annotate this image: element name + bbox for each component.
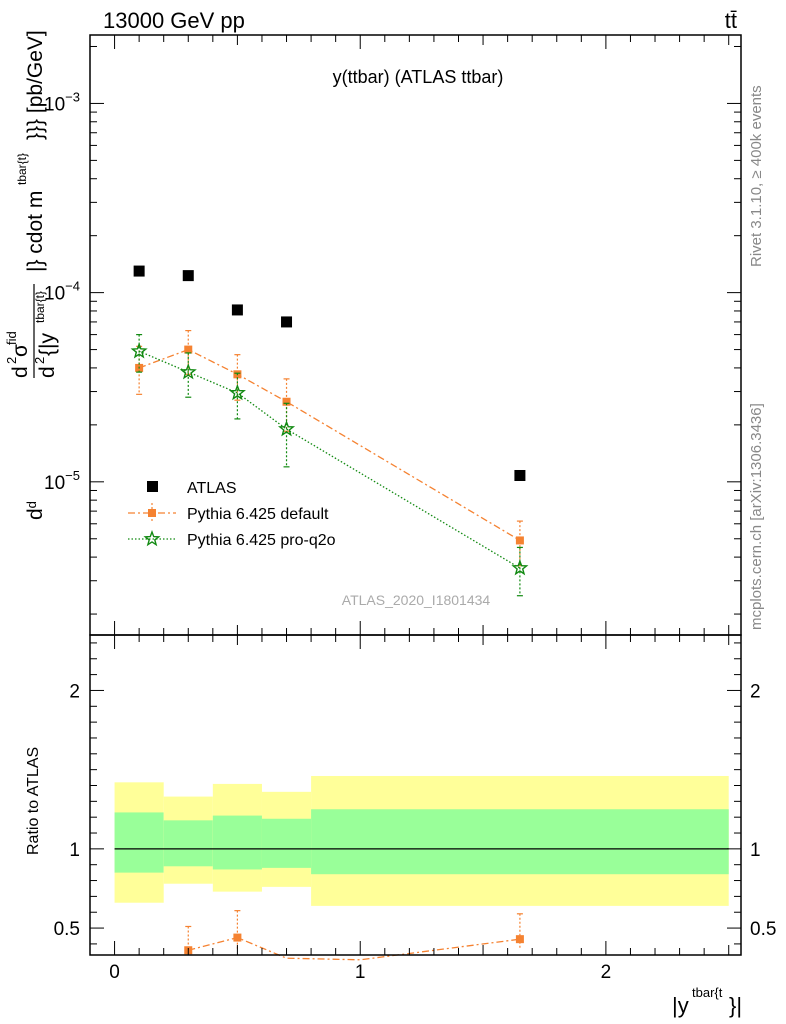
ylabel-sup-tbar-2: tbar{t} [15,153,29,185]
data-point [281,316,293,328]
ratio-y-axis-label: Ratio to ATLAS [25,747,42,855]
ratio-y-tick-label-right: 0.5 [750,919,776,940]
series-0 [133,265,526,481]
uncertainty-band-inner [212,815,262,870]
rivet-version-label: Rivet 3.1.10, ≥ 400k events [748,85,765,267]
uncertainty-band-inner [114,812,164,873]
main-plot-title: y(ttbar) (ATLAS ttbar) [333,67,504,87]
x-tick-label: 2 [601,962,612,983]
data-point [231,304,243,316]
x-tick-label: 0 [109,962,120,983]
legend-label-pythia-pro-q2o: Pythia 6.425 pro-q2o [187,532,336,549]
ratio-plot-frame [89,634,742,956]
ratio-plot-marks [184,910,524,961]
data-point [184,345,193,354]
data-point [130,342,148,359]
ylabel-denominator-two: 2 [32,357,47,364]
legend: ATLAS Pythia 6.425 default Pythia 6.425 … [128,480,336,549]
data-point [277,420,296,437]
header-process-label: tt̄ [725,8,737,33]
main-y-tick-label: 10−3 [44,89,80,115]
legend-item-pythia-pro-q2o: Pythia 6.425 pro-q2o [128,530,336,549]
ratio-plot: 0.5 0.5 1 1 2 2 0 1 2 Ratio to ATLAS |y tbar{t }… [25,634,776,1018]
ratio-y-tick-label: 2 [69,681,80,702]
ratio-y-tick-label: 1 [69,840,80,861]
data-point [514,469,526,481]
ylabel-units: }}} [pb/GeV] [24,30,47,140]
main-plot-axes: 10−5 10−4 10−3 [44,35,741,635]
main-plot-marks [130,265,529,597]
ratio-y-tick-label-right: 2 [750,681,761,702]
ylabel-sup-two: 2 [4,357,19,364]
series-line [138,350,521,569]
main-plot: 10−5 10−4 10−3 y(ttbar) (ATLAS ttbar) ATLA… [4,30,742,636]
legend-label-pythia-default: Pythia 6.425 default [187,506,329,523]
data-point [511,559,529,576]
series-1 [135,329,524,567]
xlabel-sup: tbar{t [692,985,723,1000]
svg-text:dd: dd [24,501,47,520]
x-tick-label: 1 [355,962,366,983]
ratio-data-point [233,933,242,942]
uncertainty-band-inner [163,820,213,867]
data-point [179,363,197,380]
legend-label-atlas: ATLAS [187,480,237,497]
ratio-data-point [515,935,524,944]
xlabel-main: |y [672,993,689,1018]
legend-marker-pythia-pro-q2o [143,530,161,547]
uncertainty-band-inner [261,818,312,868]
ylabel-fid: fid [4,331,19,345]
ylabel-numerator-d: d [9,366,32,378]
analysis-watermark: ATLAS_2020_I1801434 [342,592,491,608]
ratio-plot-axes: 0.5 0.5 1 1 2 2 0 1 2 [54,635,776,983]
main-y-tick-label: 10−4 [44,279,80,305]
header-collision-label: 13000 GeV pp [103,8,245,33]
ylabel-denominator-rest: {|y [36,333,59,356]
main-plot-y-axis-label: dd [24,501,47,520]
ylabel-closing: |} cdot m [24,191,47,272]
legend-item-atlas: ATLAS [147,480,237,497]
legend-item-pythia-default: Pythia 6.425 default [128,503,329,523]
ratio-x-axis-label: |y tbar{t }| [672,985,742,1018]
data-point [133,265,145,277]
ylabel-sigma: σ [9,344,32,357]
mcplots-label: mcplots.cern.ch [arXiv:1306.3436] [748,403,765,630]
ratio-series-line [188,936,520,961]
uncertainty-band-inner [311,809,729,875]
series-2 [130,333,529,597]
data-point [182,270,194,282]
data-point [515,536,524,545]
ratio-bands [114,775,729,906]
ylabel-d2: d [24,501,39,508]
ratio-y-tick-label: 0.5 [54,919,80,940]
legend-marker-atlas [147,481,158,492]
ylabel-denominator-d: d [36,366,59,378]
data-point [282,397,291,406]
ratio-y-tick-label-right: 1 [750,840,761,861]
ylabel-d: d [24,508,47,520]
xlabel-tail: }| [729,993,742,1018]
data-point [228,383,246,401]
ylabel-sup-tbar-1: tbar{t} [33,291,47,323]
ratio-series-0 [184,910,524,961]
main-y-tick-label: 10−5 [44,468,80,494]
